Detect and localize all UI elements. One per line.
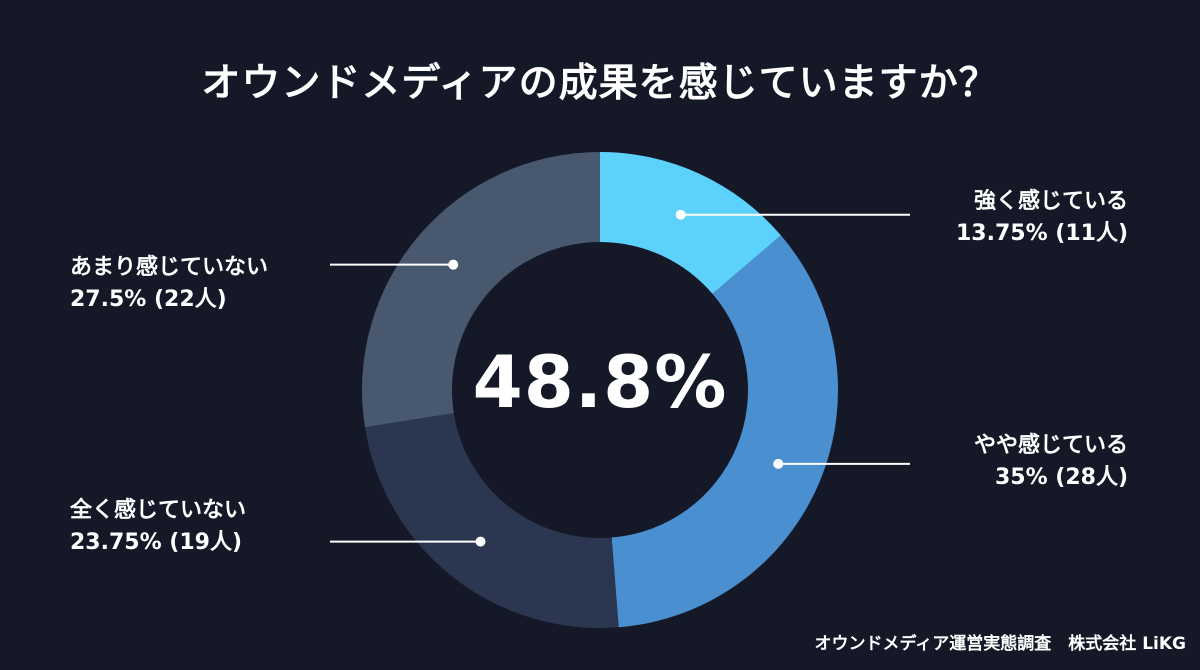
slice-name: 強く感じている [973, 189, 1128, 214]
slice-label-strongly-feel: 強く感じている 13.75% (11人) [956, 186, 1128, 250]
leader-somewhat-feel [773, 458, 910, 469]
slice-label-not-much: あまり感じていない 27.5% (22人) [70, 252, 268, 316]
slice-label-not-at-all: 全く感じていない 23.75% (19人) [70, 495, 246, 559]
slice-label-somewhat-feel: やや感じている 35% (28人) [974, 430, 1128, 494]
footer-credit: オウンドメディア運営実態調査 株式会社 LiKG [814, 634, 1186, 654]
leader-not-much [330, 259, 459, 270]
slice-name: 全く感じていない [70, 498, 247, 523]
slice-value: 13.75% (11人) [955, 220, 1128, 246]
slice-strongly-feel [600, 152, 781, 294]
slice-value: 27.5% (22人) [70, 286, 227, 312]
slice-somewhat-feel [611, 235, 838, 628]
slice-not-at-all [364, 413, 619, 628]
leader-strongly-feel [675, 209, 910, 220]
page-title: オウンドメディアの成果を感じていますか？ [201, 61, 999, 106]
donut-slices [362, 152, 838, 628]
leader-not-at-all [330, 536, 486, 547]
leader-lines [330, 209, 910, 547]
slice-name: やや感じている [973, 433, 1128, 458]
slice-name: あまり感じていない [70, 255, 269, 280]
slice-not-much [362, 152, 600, 428]
slice-value: 23.75% (19人) [70, 529, 243, 555]
slice-value: 35% (28人) [994, 464, 1128, 490]
center-percentage: 48.8% [472, 340, 728, 424]
